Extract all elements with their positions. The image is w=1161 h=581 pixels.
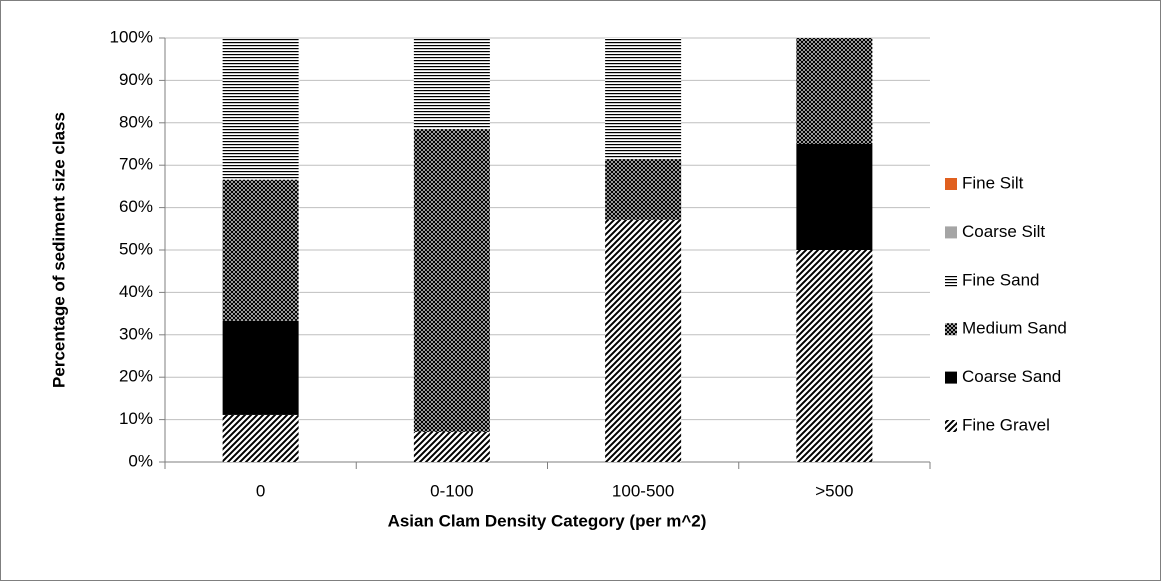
- legend-swatch: [945, 178, 957, 190]
- y-axis-title: Percentage of sediment size class: [49, 112, 68, 388]
- y-tick-label: 0%: [128, 451, 153, 470]
- bar-segment: [413, 431, 490, 462]
- bar-segment: [796, 38, 873, 144]
- bar-segment: [222, 414, 299, 462]
- bar-segment: [222, 320, 299, 415]
- y-tick-label: 100%: [110, 27, 153, 46]
- y-tick-label: 30%: [119, 324, 153, 343]
- x-tick-label: >500: [815, 481, 853, 500]
- bar-segment: [413, 129, 490, 432]
- y-tick-label: 10%: [119, 409, 153, 428]
- bar-segment: [222, 38, 299, 180]
- legend-swatch: [945, 420, 957, 432]
- y-tick-label: 50%: [119, 239, 153, 258]
- bar-segment: [605, 38, 682, 160]
- y-tick-label: 20%: [119, 367, 153, 386]
- y-tick-label: 80%: [119, 112, 153, 131]
- legend-label: Coarse Sand: [962, 367, 1061, 386]
- legend-swatch: [945, 371, 957, 384]
- legend-swatch: [945, 226, 957, 239]
- x-tick-label: 0: [256, 481, 265, 500]
- x-tick-label: 0-100: [430, 481, 473, 500]
- bar-segment: [796, 250, 873, 462]
- legend-swatch: [945, 323, 957, 336]
- legend-swatch: [945, 274, 957, 287]
- bar-segment: [605, 159, 682, 220]
- legend-label: Fine Sand: [962, 270, 1040, 289]
- legend-label: Fine Gravel: [962, 415, 1050, 434]
- y-tick-label: 40%: [119, 282, 153, 301]
- y-tick-label: 70%: [119, 155, 153, 174]
- x-tick-label: 100-500: [612, 481, 674, 500]
- y-tick-label: 60%: [119, 197, 153, 216]
- legend-label: Coarse Silt: [962, 222, 1045, 241]
- legend-label: Medium Sand: [962, 319, 1067, 338]
- bar-segment: [222, 179, 299, 321]
- legend-label: Fine Silt: [962, 173, 1024, 192]
- bar-segment: [605, 219, 682, 462]
- y-tick-label: 90%: [119, 70, 153, 89]
- x-axis-title: Asian Clam Density Category (per m^2): [388, 511, 707, 530]
- bar-segment: [796, 144, 873, 250]
- bar-segment: [413, 38, 490, 130]
